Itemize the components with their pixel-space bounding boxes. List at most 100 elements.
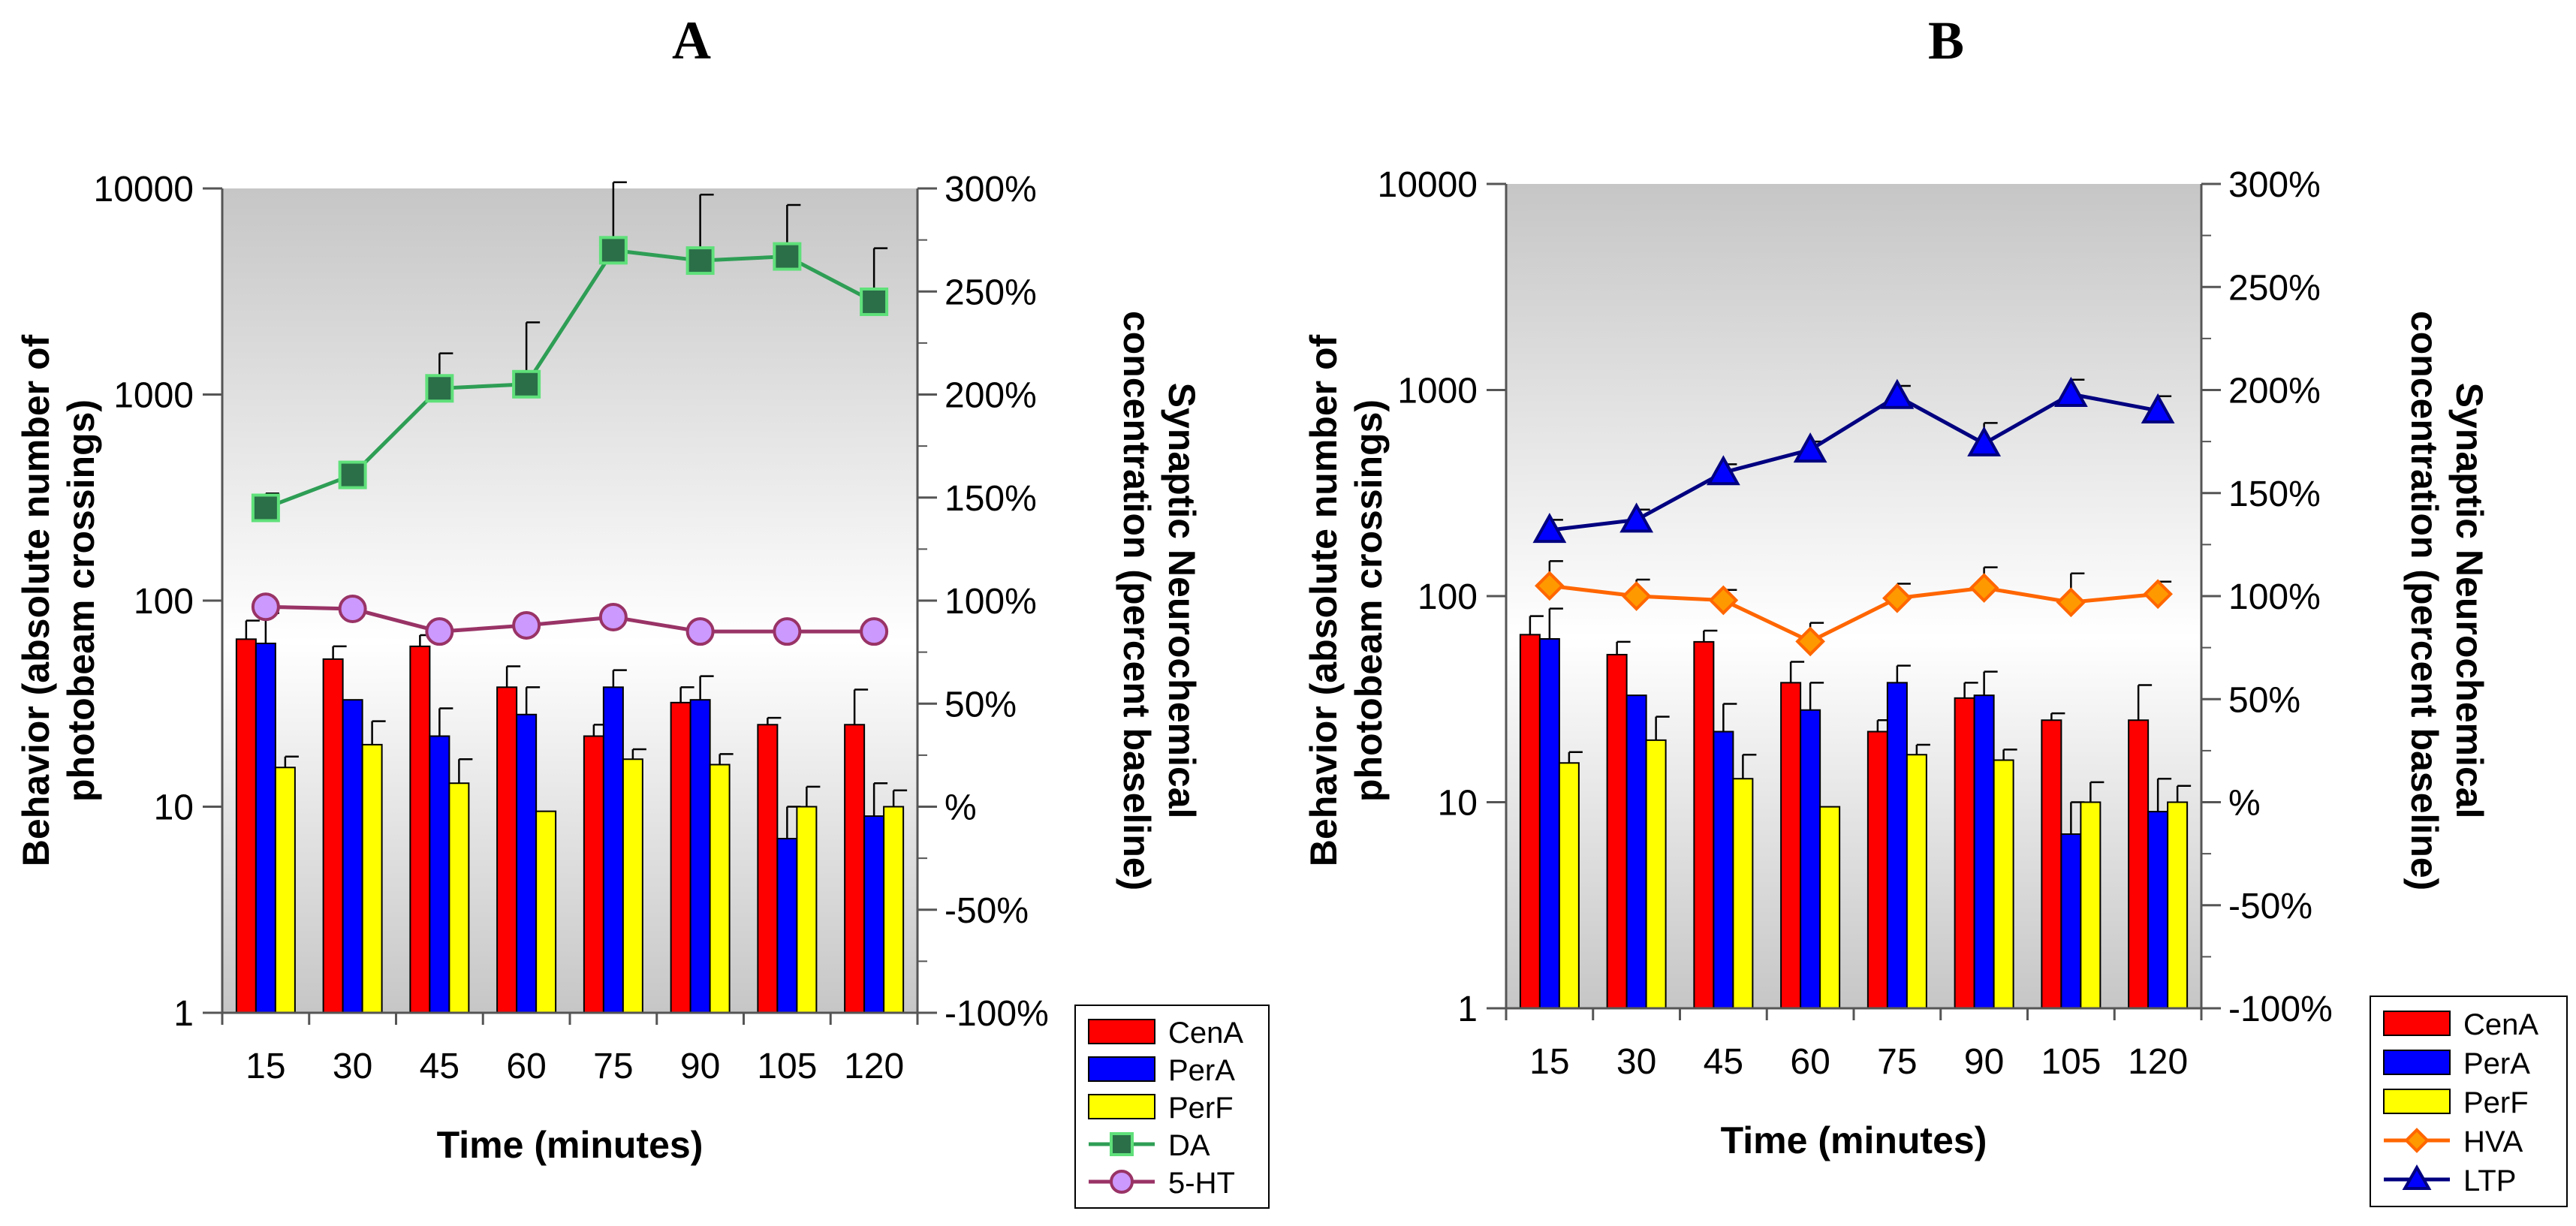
axes-layer: 1 10 100 1000 10000 -100% -50%% 50% 100% 150% 200%…: [1378, 165, 2333, 1082]
y2-tick-label: 200%: [2228, 372, 2321, 411]
y2-tick-label: %: [2228, 784, 2261, 824]
y2-tick-label: 150%: [2228, 474, 2321, 514]
point-5-ht: [598, 602, 628, 631]
bar-pera: [1800, 709, 1821, 1009]
legend-label: PerA: [2463, 1047, 2530, 1080]
point-ltp: [1706, 455, 1740, 486]
y2-axis-label-line-2: concentration (percent baseline): [2403, 311, 2445, 890]
point-ltp: [1619, 502, 1654, 533]
y2-tick-label: 250%: [2228, 268, 2321, 308]
legend-swatch-perf: [2383, 1089, 2451, 1114]
y-tick-label: 1: [173, 994, 194, 1034]
bar-perf: [1993, 759, 2014, 1009]
y2-tick-label: 300%: [2228, 165, 2321, 205]
bar-pera: [863, 815, 885, 1014]
bar-pera: [516, 713, 538, 1014]
legend-swatch-cena: [1088, 1019, 1155, 1044]
y2-tick-label: -50%: [2228, 887, 2312, 926]
bar-perf: [796, 806, 818, 1014]
panel-b: B 1 10 100 1000 10000 -100% -50%% 50% 100% 150% 20…: [1303, 11, 2568, 1207]
x-tick-label: 45: [420, 1047, 459, 1086]
bar-pera: [602, 686, 624, 1014]
y-axis-label-line-1: Behavior (absolute number of: [15, 334, 57, 866]
x-axis-label: Time (minutes): [1721, 1119, 1987, 1161]
bar-perf: [535, 810, 557, 1014]
bar-perf: [2080, 801, 2101, 1009]
legend-label: CenA: [1168, 1017, 1243, 1050]
y2-tick-label: -100%: [2228, 990, 2333, 1029]
bar-pera: [1973, 694, 1995, 1009]
legend-swatch-perf: [1088, 1094, 1155, 1119]
bar-perf: [1732, 778, 1754, 1009]
x-tick-label: 30: [1616, 1042, 1656, 1082]
legend-label: PerF: [1168, 1092, 1234, 1125]
legend: CenA PerA PerF HVA LTP: [2370, 996, 2568, 1207]
point-ltp: [1967, 426, 2002, 456]
y-tick-label: 10000: [94, 170, 194, 209]
point-ltp: [1793, 432, 1827, 463]
bar-cena: [1519, 634, 1541, 1009]
bar-cena: [235, 638, 257, 1014]
y2-tick-label: 50%: [945, 685, 1017, 724]
x-axis-label: Time (minutes): [437, 1124, 704, 1166]
series-line-hva: [1549, 583, 2159, 644]
bar-cena: [1866, 730, 1888, 1009]
x-tick-label: 90: [1964, 1042, 2004, 1082]
panel-a: A 1 10 100 1000 10000 -100% -50%% 50% 100% 150% 20…: [15, 11, 1270, 1209]
bar-cena: [757, 724, 779, 1014]
bar-cena: [1693, 640, 1715, 1009]
y-tick-label: 100: [134, 582, 194, 622]
legend-swatch-pera: [2383, 1050, 2451, 1075]
legend-label: DA: [1168, 1129, 1210, 1162]
point-5-ht: [251, 592, 280, 622]
point-da: [685, 246, 715, 276]
bar-cena: [322, 658, 344, 1014]
y-tick-label: 10: [154, 788, 194, 828]
x-tick-label: 60: [506, 1047, 546, 1086]
y2-tick-label: -100%: [945, 994, 1049, 1034]
bar-cena: [496, 686, 518, 1014]
point-da: [251, 493, 280, 523]
point-5-ht: [338, 594, 367, 623]
y-tick-label: 100: [1418, 577, 1478, 617]
legend-label: LTP: [2463, 1164, 2516, 1197]
point-hva: [1535, 571, 1565, 601]
y2-axis-label-line-1: Synaptic Neurochemical: [2448, 383, 2490, 819]
legend-marker-hva: [2404, 1128, 2430, 1153]
y-tick-label: 10000: [1378, 165, 1478, 205]
point-5-ht: [512, 610, 541, 640]
bar-pera: [342, 699, 363, 1014]
line-layer: [251, 181, 889, 646]
x-tick-label: 120: [844, 1047, 904, 1086]
x-tick-label: 75: [593, 1047, 633, 1086]
point-da: [338, 460, 367, 489]
legend-label: PerF: [2463, 1086, 2529, 1119]
bar-perf: [1819, 806, 1841, 1009]
y2-axis-label-line-1: Synaptic Neurochemical: [1161, 383, 1203, 819]
point-hva: [2143, 579, 2173, 610]
series-line-ltp: [1549, 392, 2159, 532]
bar-pera: [2060, 833, 2082, 1010]
bar-perf: [448, 782, 470, 1014]
bar-pera: [2147, 811, 2169, 1009]
y-tick-label: 1: [1457, 990, 1478, 1029]
point-da: [512, 369, 541, 399]
point-5-ht: [685, 617, 715, 646]
bar-pera: [689, 699, 711, 1014]
axes-layer: 1 10 100 1000 10000 -100% -50%% 50% 100% 150% 200%…: [94, 170, 1049, 1086]
series-line-5-ht: [265, 604, 875, 634]
y-tick-label: 1000: [1397, 372, 1478, 411]
point-da: [773, 242, 802, 271]
y2-tick-label: 200%: [945, 376, 1037, 416]
bar-cena: [409, 645, 431, 1014]
bar-pera: [776, 838, 798, 1014]
y2-tick-label: -50%: [945, 891, 1029, 931]
bar-cena: [2128, 719, 2150, 1009]
point-da: [425, 374, 454, 403]
bar-cena: [1606, 653, 1628, 1009]
panel-label: A: [672, 11, 711, 71]
point-hva: [1969, 573, 1999, 603]
bar-perf: [883, 806, 905, 1014]
x-tick-label: 75: [1877, 1042, 1917, 1082]
y-axis-label-line-2: photobeam crossings): [60, 399, 102, 802]
